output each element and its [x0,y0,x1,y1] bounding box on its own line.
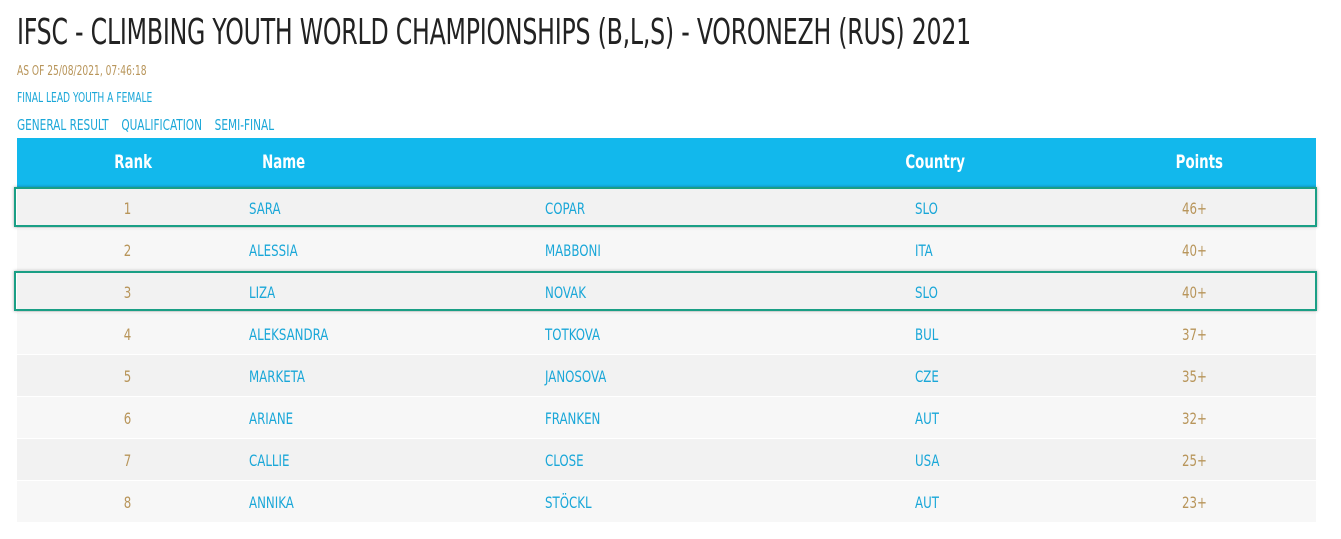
first-name-link[interactable]: MARKETA [249,367,305,386]
event-name[interactable]: FINAL LEAD YOUTH A FEMALE [17,91,153,106]
country-cell: AUT [915,493,939,512]
table-header: Rank Name Country Points [17,138,1316,187]
last-name-link[interactable]: CLOSE [545,451,584,470]
table-row[interactable]: 6 ARIANE FRANKEN AUT 32+ [17,397,1316,439]
table-row[interactable]: 7 CALLIE CLOSE USA 25+ [17,439,1316,481]
table-row[interactable]: 8 ANNIKA STÖCKL AUT 23+ [17,481,1316,523]
points-cell: 25+ [1182,451,1207,470]
tab-general-result[interactable]: GENERAL RESULT [17,116,109,134]
table-row[interactable]: 3 LIZA NOVAK SLO 40+ [17,271,1316,313]
table-row[interactable]: 4 ALEKSANDRA TOTKOVA BUL 37+ [17,313,1316,355]
points-cell: 40+ [1182,241,1207,260]
header-country[interactable]: Country [905,151,965,173]
points-cell: 35+ [1182,367,1207,386]
country-cell: BUL [915,325,939,344]
last-name-link[interactable]: TOTKOVA [545,325,601,344]
first-name-link[interactable]: ALESSIA [249,241,298,260]
table-row[interactable]: 2 ALESSIA MABBONI ITA 40+ [17,229,1316,271]
points-cell: 40+ [1182,283,1207,302]
last-name-link[interactable]: JANOSOVA [545,367,607,386]
country-cell: CZE [915,367,939,386]
first-name-link[interactable]: ARIANE [249,409,294,428]
country-cell: USA [915,451,940,470]
country-cell: ITA [915,241,933,260]
first-name-link[interactable]: LIZA [249,283,276,302]
table-row[interactable]: 5 MARKETA JANOSOVA CZE 35+ [17,355,1316,397]
points-cell: 37+ [1182,325,1207,344]
timestamp: AS OF 25/08/2021, 07:46:18 [17,64,147,79]
table-body: 1 SARA COPAR SLO 46+ 2 ALESSIA MABBONI ITA 40+ 3 LI… [17,187,1316,523]
points-cell: 23+ [1182,493,1207,512]
header-name[interactable]: Name [262,151,306,173]
last-name-link[interactable]: COPAR [545,199,586,218]
points-cell: 32+ [1182,409,1207,428]
header-rank[interactable]: Rank [114,151,152,173]
last-name-link[interactable]: MABBONI [545,241,601,260]
last-name-link[interactable]: FRANKEN [545,409,601,428]
country-cell: AUT [915,409,939,428]
country-cell: SLO [915,199,938,218]
tab-qualification[interactable]: QUALIFICATION [121,116,202,134]
country-cell: SLO [915,283,938,302]
first-name-link[interactable]: ANNIKA [249,493,294,512]
first-name-link[interactable]: CALLIE [249,451,290,470]
page-title: IFSC - CLIMBING YOUTH WORLD CHAMPIONSHIP… [17,12,971,53]
points-cell: 46+ [1182,199,1207,218]
table-row[interactable]: 1 SARA COPAR SLO 46+ [17,187,1316,229]
results-table: Rank Name Country Points 1 SARA COPAR SLO 46… [17,138,1316,523]
result-tabs: GENERAL RESULT QUALIFICATION SEMI-FINAL [17,116,283,134]
first-name-link[interactable]: SARA [249,199,281,218]
first-name-link[interactable]: ALEKSANDRA [249,325,329,344]
last-name-link[interactable]: STÖCKL [545,493,592,512]
tab-semi-final[interactable]: SEMI-FINAL [214,116,275,134]
header-points[interactable]: Points [1175,151,1223,173]
last-name-link[interactable]: NOVAK [545,283,586,302]
